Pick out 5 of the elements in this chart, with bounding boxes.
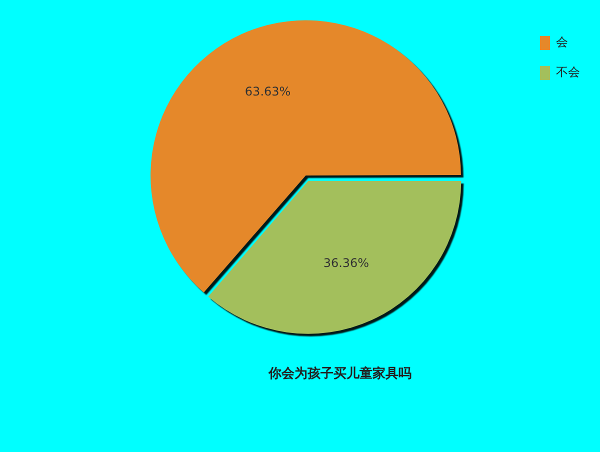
- legend-label: 不会: [556, 65, 580, 80]
- legend-label: 会: [556, 35, 568, 50]
- text: 你会为孩子买儿童家具吗: [268, 366, 412, 382]
- data-label: 36.36%: [323, 256, 370, 270]
- data-label: 63.63%: [244, 84, 291, 98]
